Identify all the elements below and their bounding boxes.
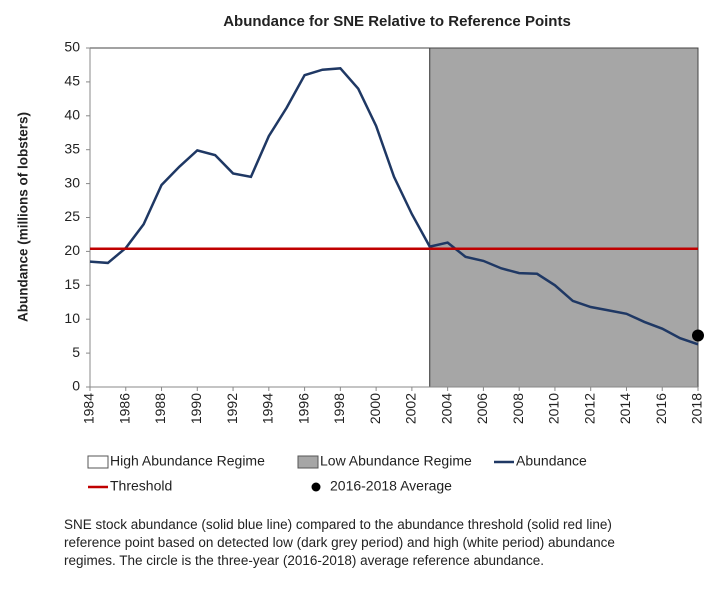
y-tick-label: 10 [64, 310, 80, 326]
x-tick-label: 1990 [188, 393, 204, 424]
abundance-line [89, 67, 699, 346]
y-tick-label: 15 [64, 276, 80, 292]
x-tick-label: 1998 [331, 393, 347, 424]
x-tick-label: 1988 [152, 393, 168, 424]
y-tick-label: 50 [64, 39, 80, 55]
x-tick-label: 2018 [689, 393, 705, 424]
legend-label: 2016-2018 Average [330, 478, 452, 494]
y-tick-label: 35 [64, 140, 80, 156]
x-tick-label: 1996 [295, 393, 311, 424]
x-tick-label: 2008 [510, 393, 526, 424]
caption: SNE stock abundance (solid blue line) co… [64, 517, 615, 568]
x-tick-label: 1986 [116, 393, 132, 424]
y-tick-label: 20 [64, 242, 80, 258]
regime-band [89, 47, 431, 388]
x-tick-label: 2010 [546, 393, 562, 424]
x-tick-label: 2006 [474, 393, 490, 424]
legend-swatch [311, 482, 321, 492]
x-tick-label: 2014 [617, 393, 633, 424]
legend-label: High Abundance Regime [110, 453, 265, 469]
x-tick-label: 2004 [438, 393, 454, 424]
x-tick-label: 1984 [81, 393, 97, 424]
x-tick-label: 2000 [367, 393, 383, 424]
x-tick-label: 1992 [224, 393, 240, 424]
chart: Abundance for SNE Relative to Reference … [16, 13, 705, 494]
legend-label: Abundance [516, 453, 587, 469]
average-point [692, 329, 704, 342]
y-tick-label: 25 [64, 208, 80, 224]
y-tick-label: 45 [64, 73, 80, 89]
x-tick-label: 2012 [581, 393, 597, 424]
x-tick-label: 1994 [260, 393, 276, 424]
regime-band [429, 47, 699, 388]
x-tick-label: 2002 [403, 393, 419, 424]
legend-label: Threshold [110, 478, 172, 494]
y-tick-label: 5 [72, 344, 80, 360]
y-tick-label: 30 [64, 174, 80, 190]
legend-swatch [87, 455, 109, 469]
chart-title: Abundance for SNE Relative to Reference … [223, 13, 571, 30]
y-tick-label: 40 [64, 107, 80, 123]
y-tick-label: 0 [72, 378, 80, 394]
y-axis-label: Abundance (millions of lobsters) [16, 112, 31, 322]
legend-label: Low Abundance Regime [320, 453, 472, 469]
legend-swatch [297, 455, 319, 469]
x-tick-label: 2016 [653, 393, 669, 424]
